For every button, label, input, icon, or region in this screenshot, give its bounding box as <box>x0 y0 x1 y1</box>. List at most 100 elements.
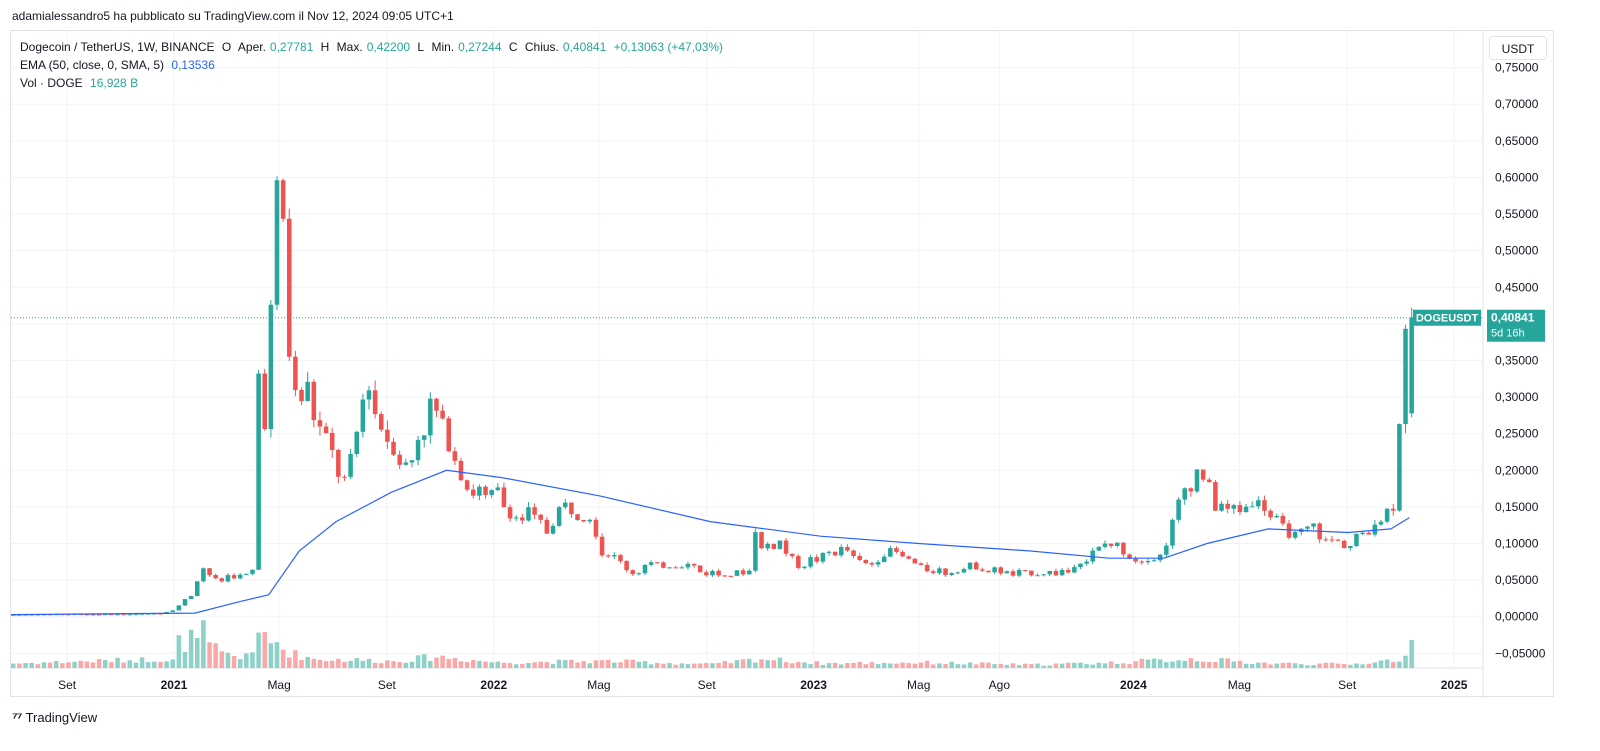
volume-bar <box>176 635 182 668</box>
candle-body <box>403 462 409 465</box>
volume-bar <box>704 663 709 668</box>
volume-bar <box>881 662 887 668</box>
legend-h-label: H <box>320 40 330 54</box>
candle-body <box>765 543 770 549</box>
candle-body <box>35 614 41 616</box>
candle-body <box>973 562 979 570</box>
volume-bar <box>716 662 721 668</box>
x-tick-label: Mag <box>1228 678 1251 692</box>
volume-bar <box>415 655 421 668</box>
tradingview-logo[interactable]: ⁷⁷ TradingView <box>12 709 97 725</box>
candle-body <box>366 390 372 400</box>
y-tick-label: 0,05000 <box>1495 573 1539 587</box>
currency-button[interactable]: USDT <box>1489 36 1547 60</box>
candle-body <box>771 543 777 549</box>
candle-body <box>1335 539 1341 541</box>
volume-bar <box>1115 663 1120 668</box>
legend-open: 0,27781 <box>269 40 314 54</box>
volume-bar <box>777 657 783 668</box>
candle-body <box>139 613 145 615</box>
candle-body <box>1084 561 1089 564</box>
volume-bar <box>78 660 83 668</box>
candle-body <box>360 399 366 432</box>
candle-body <box>90 614 96 616</box>
candle-body <box>1243 506 1249 513</box>
candle-body <box>1305 526 1310 529</box>
symbol-tag: DOGEUSDT <box>1416 313 1479 325</box>
candle-body <box>563 502 568 508</box>
volume-bar <box>170 659 175 668</box>
volume-bar <box>1164 662 1169 668</box>
tradingview-brand: TradingView <box>25 709 98 725</box>
candle-body <box>943 568 948 576</box>
candle-body <box>1200 469 1206 480</box>
volume-bar <box>188 629 194 668</box>
volume-bar <box>421 654 427 668</box>
volume-bar <box>520 663 525 668</box>
volume-bar <box>1207 661 1212 668</box>
volume-bar <box>372 662 378 668</box>
volume-bar <box>207 642 212 668</box>
volume-bar <box>839 664 844 668</box>
volume-bar <box>329 660 335 668</box>
volume-bar <box>1090 664 1095 668</box>
volume-bar <box>17 663 22 668</box>
candle-body <box>734 570 740 576</box>
candle-body <box>1286 523 1292 538</box>
candle-body <box>759 532 764 549</box>
candle-body <box>1072 567 1077 573</box>
candle-body <box>1145 561 1151 563</box>
volume-bar <box>642 661 648 668</box>
volume-bar <box>219 651 225 668</box>
candle-body <box>704 572 709 576</box>
candle-body <box>710 570 715 576</box>
volume-bar <box>342 661 347 668</box>
x-tick-label: Set <box>378 678 397 692</box>
candle-body <box>207 568 212 576</box>
candle-body <box>1108 543 1114 546</box>
last-volume-bar <box>1409 640 1414 668</box>
candle-body <box>145 613 151 615</box>
volume-bar <box>1329 662 1335 668</box>
volume-bar <box>900 662 905 668</box>
candle-body <box>23 614 28 616</box>
legend-ema-value: 0,13536 <box>171 58 215 72</box>
y-tick-label: 0,45000 <box>1495 280 1539 294</box>
candle-body <box>305 381 310 402</box>
candle-body <box>483 486 488 495</box>
chart-frame[interactable]: 0,75000 0,70000 0,65000 0,60000 0,55000 0,500… <box>10 30 1555 698</box>
price-chart[interactable]: 0,75000 0,70000 0,65000 0,60000 0,55000 0,500… <box>11 31 1555 698</box>
candle-body <box>691 563 697 566</box>
candle-body <box>894 548 899 552</box>
candle-body <box>348 454 353 477</box>
candle-body <box>1115 542 1120 546</box>
volume-bar <box>391 661 396 668</box>
legend-change: +0,13063 (+47,03%) <box>613 40 724 54</box>
candle-body <box>1047 570 1053 575</box>
x-tick-label: 2025 <box>1441 678 1468 692</box>
candle-body <box>845 547 850 551</box>
volume-bar <box>1041 665 1046 668</box>
volume-bar <box>1108 661 1114 668</box>
candle-body <box>1078 563 1083 568</box>
candle-body <box>697 565 703 573</box>
candle-body <box>728 575 734 577</box>
candle-body <box>924 564 930 572</box>
candle-body <box>1041 574 1046 576</box>
volume-bar <box>863 664 869 668</box>
candle-body <box>1127 554 1132 559</box>
volume-bar <box>1053 663 1059 668</box>
x-tick-label: Set <box>58 678 77 692</box>
candle-body <box>679 567 685 569</box>
volume-bar <box>262 632 267 668</box>
legend-volume: Vol · DOGE 16,928 B <box>20 76 142 90</box>
candle-body <box>452 451 458 461</box>
volume-bar <box>563 660 568 668</box>
volume-bar <box>1096 662 1102 668</box>
candle-body <box>250 569 255 574</box>
volume-bar <box>673 664 678 668</box>
candle-body <box>1059 569 1065 576</box>
x-tick-label: 2023 <box>800 678 827 692</box>
candle-body <box>685 563 691 568</box>
volume-bar <box>336 658 341 668</box>
